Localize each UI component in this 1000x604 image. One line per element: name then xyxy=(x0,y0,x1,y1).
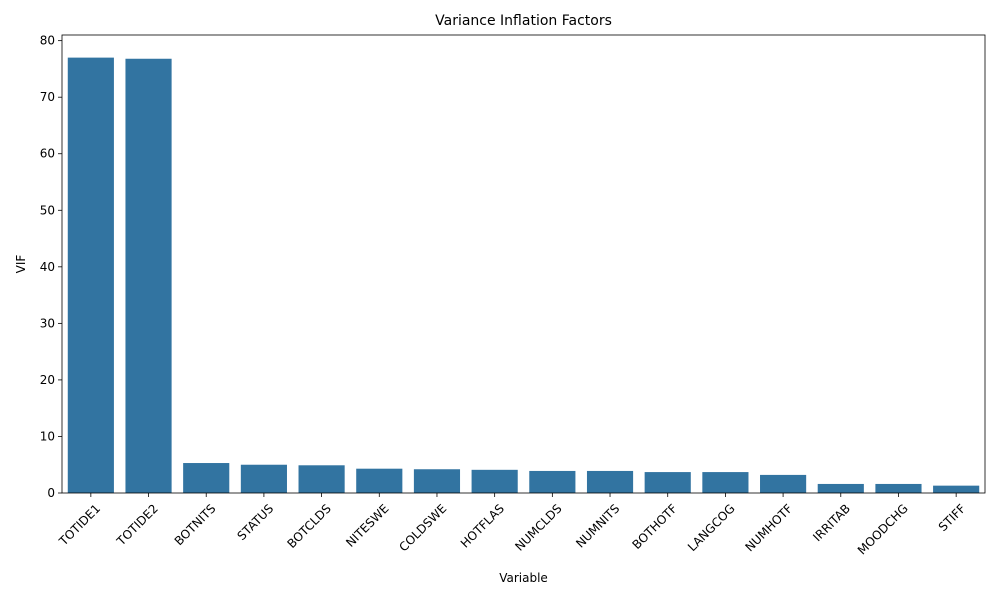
x-tick-label: BOTHOTF xyxy=(630,501,681,552)
bar-totide1 xyxy=(67,57,114,494)
x-tick-label: NUMNITS xyxy=(573,501,622,550)
x-tick-label: BOTCLDS xyxy=(284,501,334,551)
plot-frame xyxy=(61,34,986,494)
bar-numclds xyxy=(529,470,576,493)
bar-hotflas xyxy=(471,469,518,493)
y-axis-label: VIF xyxy=(14,255,28,274)
x-tick-label: MOODCHG xyxy=(855,501,911,557)
bar-niteswe xyxy=(356,468,403,493)
bar-bothotf xyxy=(644,472,691,493)
y-axis: 0 10 20 30 40 50 60 70 80 xyxy=(40,34,62,500)
y-tick-label: 80 xyxy=(40,34,55,48)
x-axis: TOTIDE1 TOTIDE2 BOTNITS STATUS BOTCLDS NITESW… xyxy=(56,493,969,557)
x-tick-label: HOTFLAS xyxy=(458,501,507,550)
x-tick-label: TOTIDE2 xyxy=(113,501,160,548)
y-tick-label: 50 xyxy=(40,203,55,217)
y-tick-label: 30 xyxy=(40,316,55,330)
bar-status xyxy=(240,464,287,493)
bar-numhotf xyxy=(760,474,807,493)
bar-numnits xyxy=(586,470,634,493)
bar-langcog xyxy=(702,472,749,493)
bar-botclds xyxy=(298,465,345,493)
y-tick-label: 20 xyxy=(40,373,55,387)
bar-stiff xyxy=(933,485,980,493)
y-tick-label: 0 xyxy=(47,486,55,500)
x-tick-label: IRRITAB xyxy=(810,501,853,544)
bar-totide2 xyxy=(125,58,172,493)
bars-layer xyxy=(67,57,980,494)
bar-coldswe xyxy=(413,469,461,493)
y-tick-label: 70 xyxy=(40,90,55,104)
x-axis-label: Variable xyxy=(499,571,548,585)
y-tick-label: 60 xyxy=(40,147,55,161)
y-tick-label: 40 xyxy=(40,260,55,274)
bar-moodchg xyxy=(875,483,922,493)
x-tick-label: NUMHOTF xyxy=(743,501,796,554)
x-tick-label: STATUS xyxy=(235,501,277,543)
x-tick-label: STIFF xyxy=(936,501,969,534)
x-tick-label: NITESWE xyxy=(343,501,391,549)
x-tick-label: TOTIDE1 xyxy=(56,501,103,548)
x-tick-label: BOTNITS xyxy=(172,501,219,548)
x-tick-label: NUMCLDS xyxy=(512,501,564,553)
x-tick-label: COLDSWE xyxy=(396,501,449,554)
y-tick-label: 10 xyxy=(40,429,55,443)
x-tick-label: LANGCOG xyxy=(685,501,738,554)
chart-title: Variance Inflation Factors xyxy=(435,13,612,29)
bar-botnits xyxy=(183,463,230,493)
bar-irritab xyxy=(817,483,864,493)
